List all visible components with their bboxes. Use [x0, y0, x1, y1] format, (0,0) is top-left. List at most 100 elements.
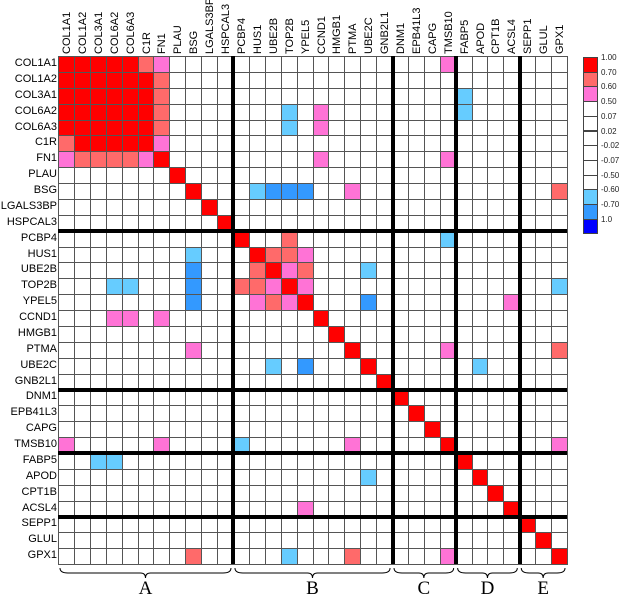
column-label: HUS1 — [251, 24, 264, 54]
heatmap-cell — [312, 135, 330, 153]
heatmap-cell — [232, 548, 250, 565]
legend-label: -0.02 — [601, 141, 620, 151]
heatmap-cell — [392, 452, 409, 470]
heatmap-cell — [153, 56, 171, 73]
heatmap-cell — [58, 532, 75, 550]
heatmap-cell — [58, 230, 75, 248]
heatmap-cell — [296, 87, 314, 105]
heatmap-cell — [328, 103, 346, 121]
heatmap-cell — [455, 87, 473, 105]
heatmap-cell — [58, 262, 75, 280]
heatmap-cell — [471, 389, 489, 407]
heatmap-cell — [264, 246, 282, 264]
heatmap-cell — [89, 532, 107, 550]
heatmap-cell — [455, 183, 473, 200]
heatmap-cell — [551, 341, 568, 359]
heatmap-cell — [471, 548, 489, 565]
heatmap-cell — [519, 484, 537, 502]
heatmap-cell — [392, 151, 409, 169]
heatmap-cell — [264, 71, 282, 89]
heatmap-cell — [58, 310, 75, 327]
heatmap-cell — [137, 119, 155, 137]
heatmap-cell — [407, 167, 425, 184]
heatmap-cell — [248, 198, 266, 216]
heatmap-cell — [73, 310, 91, 327]
heatmap-cell — [423, 357, 441, 375]
heatmap-cell — [264, 183, 282, 200]
heatmap-cell — [296, 119, 314, 137]
heatmap-cell — [58, 484, 75, 502]
heatmap-cell — [535, 103, 553, 121]
heatmap-cell — [89, 516, 107, 534]
heatmap-cell — [185, 87, 203, 105]
heatmap-cell — [423, 484, 441, 502]
heatmap-cell — [105, 452, 123, 470]
heatmap-cell — [185, 230, 203, 248]
heatmap-cell — [248, 516, 266, 534]
heatmap-cell — [471, 183, 489, 200]
heatmap-cell — [73, 452, 91, 470]
heatmap-cell — [58, 405, 75, 423]
heatmap-cell — [105, 56, 123, 73]
heatmap-cell — [248, 183, 266, 200]
heatmap-cell — [169, 230, 187, 248]
heatmap-cell — [185, 405, 203, 423]
heatmap-cell — [360, 246, 378, 264]
heatmap-cell — [519, 87, 537, 105]
heatmap-cell — [105, 532, 123, 550]
heatmap-cell — [153, 198, 171, 216]
heatmap-cell — [296, 246, 314, 264]
row-label: GPX1 — [27, 549, 57, 562]
heatmap-cell — [58, 135, 75, 153]
heatmap-cell — [328, 325, 346, 343]
heatmap-cell — [312, 151, 330, 169]
heatmap-cell — [312, 532, 330, 550]
heatmap-cell — [423, 167, 441, 184]
heatmap-cell — [264, 516, 282, 534]
heatmap-cell — [58, 71, 75, 89]
heatmap-cell — [296, 71, 314, 89]
heatmap-cell — [551, 484, 568, 502]
heatmap-cell — [360, 198, 378, 216]
heatmap-cell — [248, 151, 266, 169]
heatmap-cell — [201, 278, 219, 296]
heatmap-cell — [232, 405, 250, 423]
heatmap-cell — [105, 341, 123, 359]
heatmap-cell — [280, 532, 298, 550]
heatmap-cell — [89, 405, 107, 423]
heatmap-cell — [73, 262, 91, 280]
heatmap-cell — [551, 548, 568, 565]
heatmap-cell — [73, 183, 91, 200]
row-label: COL6A3 — [14, 120, 57, 133]
heatmap-cell — [471, 405, 489, 423]
heatmap-cell — [392, 294, 409, 311]
heatmap-cell — [392, 230, 409, 248]
heatmap-cell — [328, 198, 346, 216]
group-separator-vertical — [390, 56, 395, 564]
column-label: GPX1 — [554, 24, 567, 54]
heatmap-cell — [248, 341, 266, 359]
heatmap-cell — [232, 294, 250, 311]
heatmap-cell — [328, 452, 346, 470]
heatmap-cell — [73, 548, 91, 565]
heatmap-cell — [296, 452, 314, 470]
heatmap-cell — [296, 468, 314, 486]
heatmap-cell — [360, 278, 378, 296]
heatmap-cell — [344, 294, 362, 311]
heatmap-cell — [89, 71, 107, 89]
heatmap-cell — [121, 278, 139, 296]
heatmap-cell — [344, 230, 362, 248]
column-label: DNM1 — [395, 22, 408, 54]
heatmap-cell — [344, 357, 362, 375]
heatmap-cell — [328, 71, 346, 89]
heatmap-cell — [392, 548, 409, 565]
heatmap-cell — [169, 452, 187, 470]
heatmap-cell — [519, 119, 537, 137]
heatmap-cell — [121, 516, 139, 534]
heatmap-cell — [121, 452, 139, 470]
heatmap-cell — [296, 103, 314, 121]
heatmap-cell — [407, 484, 425, 502]
heatmap-cell — [232, 103, 250, 121]
heatmap-cell — [185, 341, 203, 359]
heatmap-cell — [201, 183, 219, 200]
